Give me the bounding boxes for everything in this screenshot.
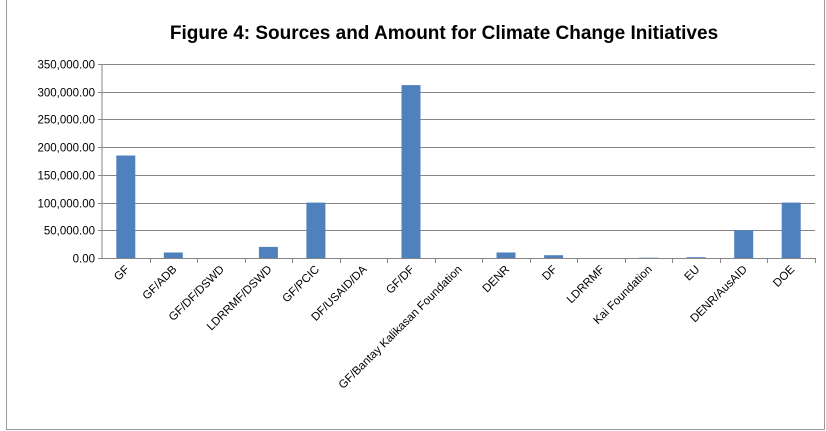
bar — [258, 246, 278, 258]
bar — [116, 155, 136, 258]
bar — [496, 252, 516, 258]
bar — [544, 255, 564, 258]
y-tick-label: 100,000.00 — [37, 199, 95, 211]
x-tick-label: GF/DF — [384, 264, 417, 297]
x-tick-label: DF — [540, 264, 559, 283]
x-tick-label: LDRRMF — [565, 264, 607, 306]
x-tick-label: GF/ADB — [141, 263, 180, 302]
y-axis-ticks: 0.00 50,000.00 100,000.00 150,000.00 200,000… — [37, 60, 102, 266]
bar — [781, 202, 801, 258]
y-tick-label: 200,000.00 — [37, 143, 95, 155]
x-tick-label: DOE — [771, 263, 797, 289]
bar — [401, 85, 421, 258]
x-tick-label: GF/PCIC — [281, 264, 322, 305]
bar — [734, 230, 754, 258]
chart-title: Figure 4: Sources and Amount for Climate… — [170, 23, 718, 44]
y-tick-label: 250,000.00 — [37, 115, 95, 127]
bar — [163, 252, 183, 258]
bar — [686, 257, 706, 258]
bar — [306, 202, 326, 258]
y-tick-label: 350,000.00 — [37, 60, 95, 72]
y-tick-label: 300,000.00 — [37, 88, 95, 100]
y-tick-label: 0.00 — [73, 254, 95, 266]
x-tick-label: DENR — [481, 264, 513, 296]
y-tick-label: 150,000.00 — [37, 171, 95, 183]
bars — [116, 85, 801, 258]
y-tick-label: 50,000.00 — [44, 226, 95, 238]
x-tick-label: GF — [112, 264, 132, 284]
x-tick-label: EU — [683, 264, 703, 284]
gridlines — [102, 64, 815, 231]
